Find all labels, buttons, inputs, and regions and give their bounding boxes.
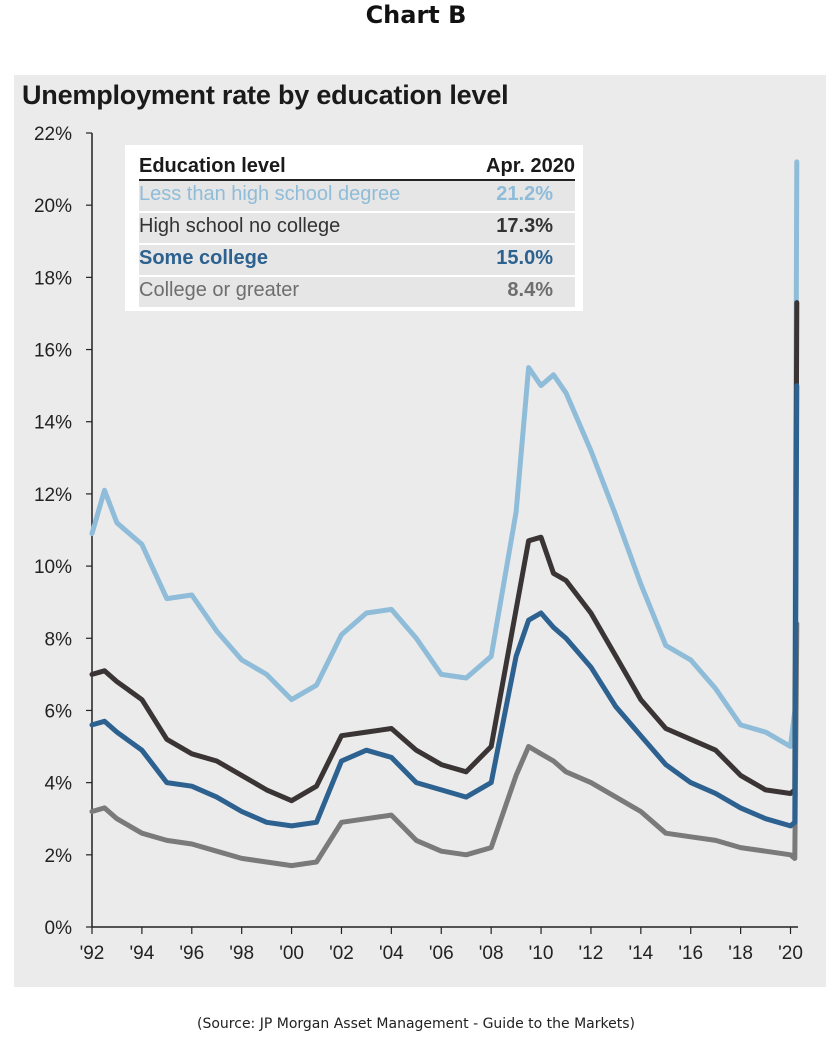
y-tick-label: 20% [34,196,72,217]
legend-value: 8.4% [507,279,553,301]
x-tick-label: '08 [479,943,504,964]
x-tick-label: '16 [678,943,703,964]
legend-label: High school no college [139,215,341,237]
legend-header-label: Education level [139,155,286,177]
source-note: (Source: JP Morgan Asset Management - Gu… [197,1016,635,1032]
y-tick-label: 10% [34,557,72,578]
x-tick-label: '00 [279,943,304,964]
x-tick-label: '92 [80,943,105,964]
y-tick-label: 4% [45,774,73,795]
y-tick-label: 22% [34,124,72,145]
legend-value: 15.0% [496,247,553,269]
y-tick-label: 2% [45,846,73,867]
series-line [89,300,800,804]
series-line [89,159,800,749]
legend-value: 17.3% [496,215,553,237]
legend-row-college-plus: College or greater 8.4% [139,277,575,307]
legend-row-some-college: Some college 15.0% [139,245,575,275]
y-tick-label: 18% [34,268,72,289]
x-tick-label: '02 [329,943,354,964]
legend-table: Education level Apr. 2020 Less than high… [125,145,583,311]
legend-header-row: Education level Apr. 2020 [139,155,575,181]
x-tick-label: '14 [628,943,653,964]
series-lines [89,159,800,869]
chart-heading: Chart B [365,1,467,29]
legend-label: Some college [139,247,268,269]
x-tick-label: '98 [229,943,254,964]
y-tick-label: 12% [34,485,72,506]
y-tick-label: 0% [45,918,73,939]
x-tick-label: '94 [130,943,155,964]
x-tick-label: '18 [728,943,753,964]
y-tick-label: 16% [34,341,72,362]
legend-value: 21.2% [496,183,553,205]
legend-label: College or greater [139,279,300,301]
x-tick-label: '12 [579,943,604,964]
x-tick-label: '96 [179,943,204,964]
x-tick-label: '04 [379,943,404,964]
chart-title: Unemployment rate by education level [22,80,509,110]
legend-row-less-than-hs: Less than high school degree 21.2% [139,181,575,211]
x-tick-label: '10 [529,943,554,964]
y-tick-label: 8% [45,629,73,650]
legend-label: Less than high school degree [139,183,401,205]
x-tick-label: '20 [778,943,803,964]
x-tick-label: '06 [429,943,454,964]
legend-header-value: Apr. 2020 [486,155,575,177]
axes: 0% 2% 4% 6% 8% 10% 12% 14% 16% 18% 20% 22% '92 '94 '96… [34,124,803,964]
y-tick-label: 14% [34,413,72,434]
y-tick-label: 6% [45,701,73,722]
series-line [89,383,800,829]
series-line [89,621,800,869]
legend-row-hs-no-college: High school no college 17.3% [139,213,575,243]
